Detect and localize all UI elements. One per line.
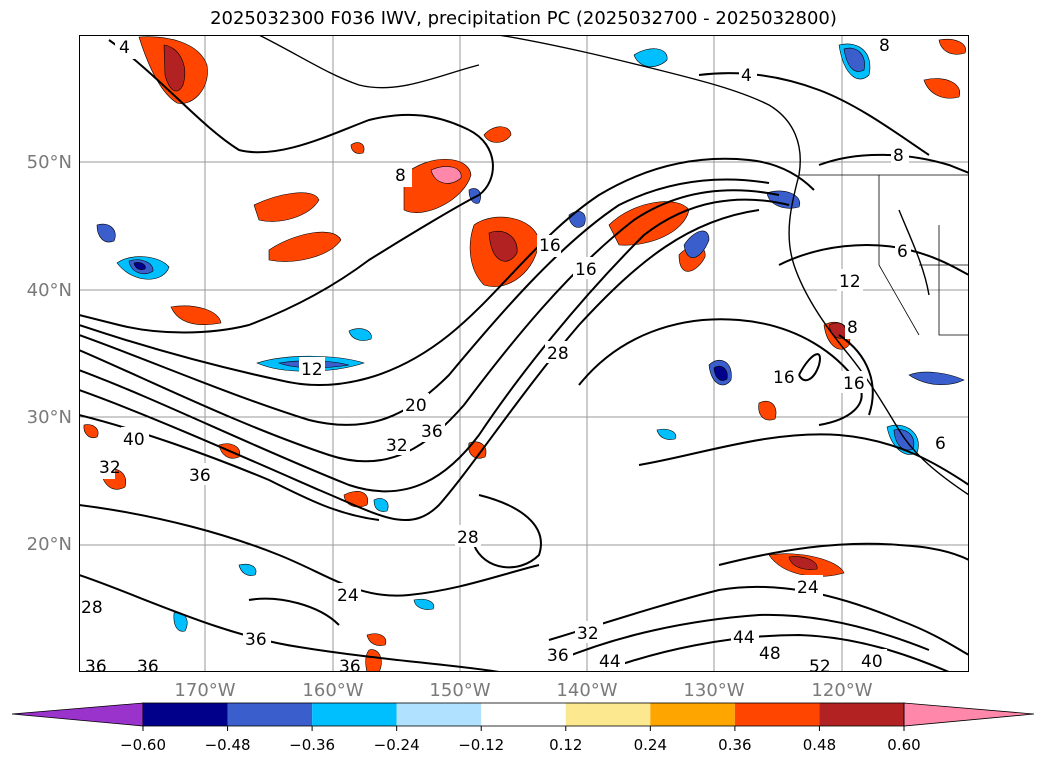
contour-label: 40 [123, 430, 145, 450]
colorbar-cell [819, 703, 904, 726]
colorbar-cell [650, 703, 735, 726]
colorbar-tick-label: 0.24 [633, 736, 668, 754]
colorbar-outline [142, 702, 905, 727]
contour-label: 32 [99, 458, 121, 478]
contour-label: 48 [759, 644, 781, 664]
map-panel: 4 8 8 4 8 16 16 12 6 12 8 16 16 [79, 35, 969, 672]
contour-label-group: 4 8 8 4 8 16 16 12 6 12 8 16 16 [79, 36, 951, 672]
coastline [258, 35, 969, 496]
colorbar [11, 702, 1035, 731]
contour-label: 20 [405, 396, 427, 416]
contour-label: 4 [119, 38, 130, 58]
contour-label: 36 [339, 657, 361, 672]
colorbar-cell [143, 703, 228, 726]
contour-label: 44 [599, 652, 621, 672]
colorbar-tick-label: 0.48 [802, 736, 837, 754]
contour-label: 36 [421, 422, 443, 442]
colorbar-tick-label: 0.60 [887, 736, 921, 754]
contour-label: 24 [797, 578, 819, 598]
colorbar-extend-max [903, 702, 1035, 727]
colorbar-tick-label: −0.36 [289, 736, 336, 754]
contour-label: 6 [935, 434, 946, 454]
lon-label-120w: 120°W [811, 680, 873, 701]
contour-label: 4 [741, 66, 752, 86]
contour-label: 8 [395, 166, 406, 186]
lat-label-20n: 20°N [26, 534, 72, 555]
colorbar-cell [734, 703, 820, 726]
contour-label: 40 [861, 652, 883, 672]
contour-label: 16 [843, 374, 865, 394]
graticule [79, 35, 969, 672]
contour-label: 32 [386, 436, 408, 456]
contour-label: 16 [575, 260, 597, 280]
colorbar-cell [312, 703, 397, 726]
contour-label: 36 [245, 630, 267, 650]
colorbar-cell [227, 703, 313, 726]
contour-label: 8 [847, 318, 858, 338]
contour-label: 8 [893, 146, 904, 166]
iwv-contours [79, 39, 969, 672]
colorbar-tick-label: −0.60 [120, 736, 166, 754]
colorbar-tick-label: 0.12 [549, 736, 583, 754]
colorbar-tick-label: −0.48 [204, 736, 251, 754]
lat-label-30n: 30°N [26, 407, 72, 428]
contour-label: 36 [547, 646, 569, 666]
precip-positive [83, 36, 966, 672]
contour-label: 24 [337, 586, 359, 606]
colorbar-cell [481, 703, 566, 726]
contour-label: 52 [809, 657, 831, 672]
contour-label: 36 [137, 657, 159, 672]
colorbar-tick-label: 0.36 [718, 736, 752, 754]
lon-label-150w: 150°W [429, 680, 491, 701]
contour-label: 16 [773, 368, 795, 388]
lat-label-50n: 50°N [26, 152, 72, 173]
lon-label-170w: 170°W [174, 680, 236, 701]
colorbar-tick-label: −0.12 [458, 736, 505, 754]
contour-label: 8 [879, 36, 890, 56]
lat-label-40n: 40°N [26, 280, 72, 301]
state-borders [799, 174, 969, 336]
contour-label: 12 [839, 272, 861, 292]
contour-label: 16 [539, 236, 561, 256]
colorbar-tick-label: −0.24 [373, 736, 420, 754]
lon-label-130w: 130°W [683, 680, 745, 701]
map-title: 2025032300 F036 IWV, precipitation PC (2… [210, 8, 837, 29]
colorbar-extend-min [11, 702, 144, 727]
contour-label: 12 [301, 360, 323, 380]
colorbar-cell [396, 703, 482, 726]
colorbar-tick-marks [142, 726, 905, 731]
contour-label: 32 [577, 624, 599, 644]
lon-label-140w: 140°W [556, 680, 618, 701]
contour-label: 44 [733, 628, 755, 648]
contour-label: 36 [85, 657, 107, 672]
contour-label: 28 [457, 528, 479, 548]
contour-label: 6 [897, 242, 908, 262]
colorbar-cell [565, 703, 651, 726]
contour-label: 36 [189, 466, 211, 486]
contour-label: 28 [81, 598, 103, 618]
contour-label: 28 [547, 344, 569, 364]
colorbar-cells [11, 702, 1035, 727]
lon-label-160w: 160°W [302, 680, 364, 701]
map-canvas: 4 8 8 4 8 16 16 12 6 12 8 16 16 [79, 35, 969, 672]
